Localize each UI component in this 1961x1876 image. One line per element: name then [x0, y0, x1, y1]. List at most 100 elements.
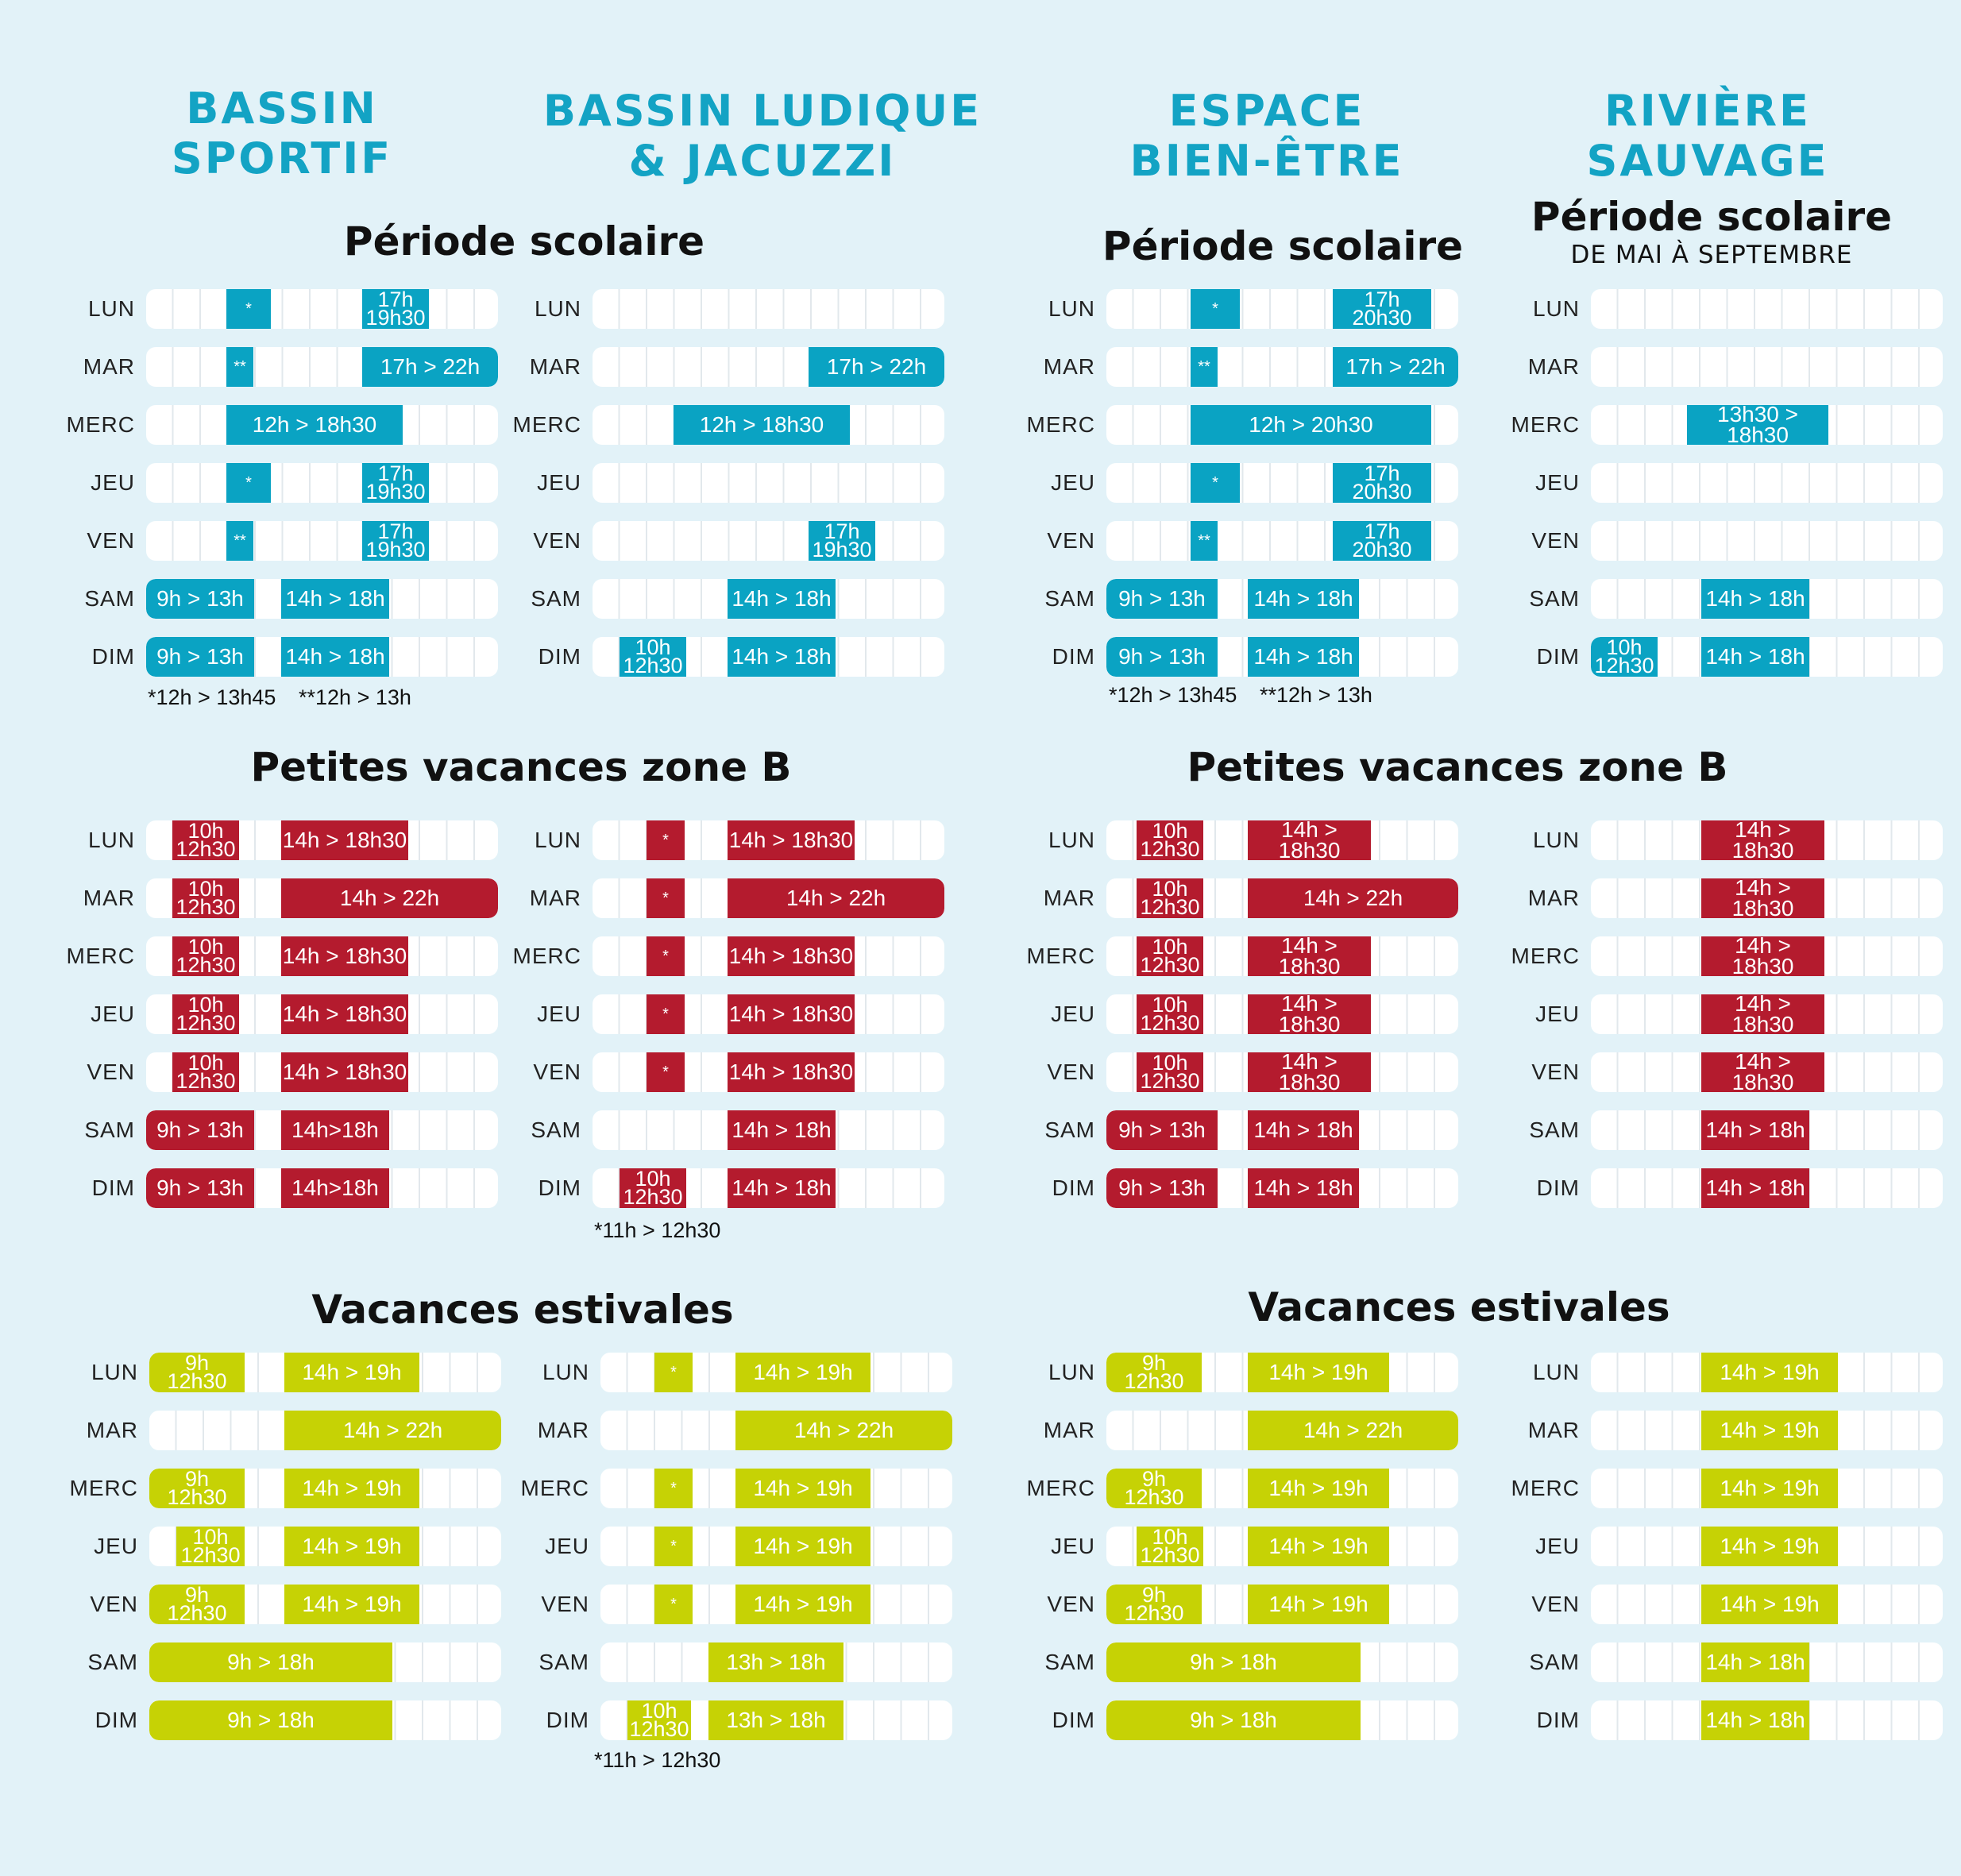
- time-slot: *: [1191, 463, 1240, 503]
- time-track: 9h 12h30 14h > 19h: [1106, 1353, 1458, 1392]
- schedule-row: VEN 14h > 18h30: [1510, 1052, 1943, 1092]
- schedule-row: SAM 14h > 18h: [502, 1110, 944, 1150]
- schedule-row: DIM 10h 12h30 14h > 18h: [502, 637, 944, 677]
- schedule-row: LUN * 17h 20h30: [1013, 289, 1458, 329]
- time-track: ** 17h 19h30: [146, 521, 498, 561]
- time-slot: 14h > 22h: [728, 878, 944, 918]
- time-slot-text: 10h: [1152, 820, 1188, 843]
- time-slot-text: 14h > 19h: [753, 1592, 853, 1616]
- time-track: ** 17h > 22h: [146, 347, 498, 387]
- time-slot-text: 10h: [1152, 936, 1188, 959]
- day-label: VEN: [87, 528, 135, 553]
- time-track: 10h 12h30 14h > 18h30: [146, 820, 498, 860]
- time-slot: 14h > 18h30: [1701, 878, 1824, 918]
- time-track: 10h 12h30 14h > 18h30: [1106, 936, 1458, 976]
- time-slot-text: 19h30: [365, 306, 426, 329]
- day-label: MAR: [529, 886, 581, 910]
- section-title-scolaire-bienetre: Période scolaire: [1102, 223, 1464, 269]
- time-slot-text: 19h30: [365, 480, 426, 503]
- day-label: SAM: [1529, 1117, 1580, 1142]
- time-track: 14h > 19h: [1591, 1353, 1943, 1392]
- time-track: * 17h 20h30: [1106, 289, 1458, 329]
- day-label: MAR: [537, 1418, 589, 1442]
- time-slot: 14h > 18h: [281, 637, 389, 677]
- day-label: LUN: [1532, 296, 1580, 321]
- schedule-row: LUN 10h 12h30 14h > 18h30: [56, 820, 498, 860]
- time-track: 9h > 13h 14h>18h: [146, 1110, 498, 1150]
- time-slot-text: 12h30: [1594, 654, 1654, 677]
- day-label: JEU: [1535, 1002, 1580, 1026]
- time-slot-text: 9h > 18h: [1190, 1650, 1277, 1674]
- time-slot-text: 12h > 18h30: [699, 412, 824, 437]
- day-label: JEU: [1535, 470, 1580, 495]
- schedule-row: SAM 9h > 18h: [56, 1642, 501, 1682]
- schedule-riviere-scolaire: LUN MAR MERC 13h30 > 18h30 JEU VEN SAM 14h > 18…: [1510, 289, 1943, 695]
- day-label: DIM: [1536, 644, 1580, 669]
- day-label: MAR: [83, 886, 135, 910]
- time-track: * 14h > 18h30: [593, 1052, 944, 1092]
- time-track: 10h 12h30 14h > 18h30: [1106, 994, 1458, 1034]
- time-slot-text: *: [670, 1596, 677, 1613]
- day-label: SAM: [1044, 586, 1095, 611]
- schedule-row: JEU * 17h 20h30: [1013, 463, 1458, 503]
- time-track: * 17h 20h30: [1106, 463, 1458, 503]
- day-label: MAR: [1527, 1418, 1580, 1442]
- schedule-row: MAR 14h > 19h: [1510, 1411, 1943, 1450]
- time-slot-text: 17h: [377, 289, 414, 311]
- time-slot-text: 12h30: [1140, 895, 1200, 918]
- time-track: 10h 12h30 13h > 18h: [600, 1700, 952, 1740]
- time-slot: 14h > 18h30: [1248, 994, 1371, 1034]
- day-label: SAM: [539, 1650, 589, 1674]
- time-slot-text: 14h>18h: [291, 1117, 379, 1142]
- schedule-row: DIM 10h 12h30 14h > 18h: [502, 1168, 944, 1208]
- time-slot-text: 14h > 19h: [1268, 1476, 1368, 1500]
- day-label: DIM: [538, 1175, 581, 1200]
- day-label: MERC: [512, 412, 581, 437]
- time-slot: 14h > 18h: [281, 579, 389, 619]
- day-label: SAM: [87, 1650, 138, 1674]
- time-slot: 10h 12h30: [1137, 994, 1203, 1034]
- time-slot-text: 10h: [1152, 1527, 1188, 1549]
- time-track: 14h > 18h30: [1591, 820, 1943, 860]
- schedule-ludique-estivales: LUN * 14h > 19h MAR 14h > 22h MERC * 14h > 19h J…: [502, 1353, 952, 1758]
- time-track: 10h 12h30 14h > 22h: [146, 878, 498, 918]
- title-line: BASSIN: [186, 83, 378, 133]
- time-slot-text: 9h > 13h: [156, 644, 244, 669]
- time-slot: 14h > 18h: [1248, 1168, 1359, 1208]
- day-label: JEU: [545, 1534, 589, 1558]
- time-track: [1591, 463, 1943, 503]
- time-slot: 14h > 19h: [284, 1469, 419, 1508]
- time-track: 14h > 18h30: [1591, 994, 1943, 1034]
- time-slot-text: 14h > 18h: [285, 644, 385, 669]
- time-track: 14h > 18h: [1591, 579, 1943, 619]
- footnote: **12h > 13h: [1260, 683, 1372, 707]
- time-track: 9h > 13h 14h > 18h: [146, 579, 498, 619]
- footnote: *11h > 12h30: [594, 1748, 721, 1772]
- time-slot-text: *: [245, 474, 252, 492]
- schedule-bienetre-estivales: LUN 9h 12h30 14h > 19h MAR 14h > 22h MERC 9h 12h…: [1013, 1353, 1458, 1758]
- schedule-row: MERC 13h30 > 18h30: [1510, 405, 1943, 445]
- time-slot: 14h > 18h: [1701, 1700, 1809, 1740]
- time-slot: 13h > 18h: [708, 1642, 843, 1682]
- time-slot: 9h > 18h: [1106, 1700, 1361, 1740]
- schedule-row: JEU 10h 12h30 14h > 19h: [56, 1527, 501, 1566]
- time-track: 14h > 19h: [1591, 1527, 1943, 1566]
- time-slot-text: 14h > 18h30: [1731, 820, 1794, 860]
- day-label: MERC: [69, 1476, 138, 1500]
- time-slot: **: [1191, 521, 1218, 561]
- time-slot-text: 14h>18h: [291, 1175, 379, 1200]
- schedule-row: LUN 14h > 19h: [1510, 1353, 1943, 1392]
- time-slot: 14h > 19h: [1248, 1585, 1389, 1624]
- time-slot-text: 14h > 19h: [1720, 1476, 1820, 1500]
- time-slot-text: 14h > 18h: [1705, 1650, 1805, 1674]
- time-slot: *: [654, 1585, 693, 1624]
- schedule-row: MAR 14h > 22h: [56, 1411, 501, 1450]
- day-label: MERC: [1026, 944, 1095, 968]
- time-slot: 10h 12h30: [172, 936, 239, 976]
- time-slot-text: 14h > 19h: [753, 1360, 853, 1384]
- time-slot: *: [647, 994, 685, 1034]
- time-slot-text: 9h > 18h: [1190, 1708, 1277, 1732]
- time-slot: 14h > 18h: [1248, 637, 1359, 677]
- time-track: 10h 12h30 14h > 18h30: [1106, 820, 1458, 860]
- time-slot: 17h 19h30: [362, 289, 429, 329]
